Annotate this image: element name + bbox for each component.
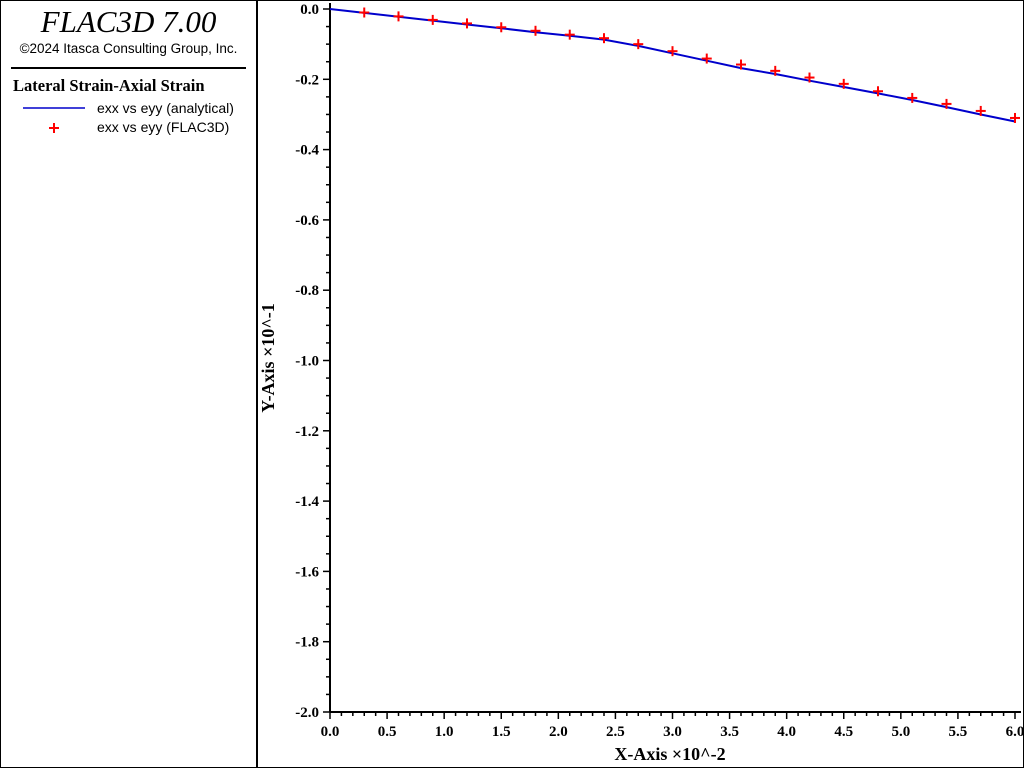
y-tick-label: -1.2 bbox=[295, 424, 319, 440]
x-tick-label: 1.5 bbox=[492, 724, 511, 740]
legend-label-analytical: exx vs eyy (analytical) bbox=[97, 100, 234, 116]
data-point-flac3d bbox=[599, 33, 609, 44]
series-line-analytical bbox=[329, 8, 1016, 123]
y-tick-label: -0.2 bbox=[295, 72, 319, 88]
x-tick-label: 1.0 bbox=[435, 724, 454, 740]
legend-line-swatch bbox=[23, 107, 85, 109]
data-point-flac3d bbox=[427, 14, 438, 25]
x-axis-label: X-Axis ×10^-2 bbox=[614, 744, 725, 764]
x-tick-label: 0.5 bbox=[378, 724, 397, 740]
legend-cross-swatch bbox=[49, 123, 59, 133]
data-point-flac3d bbox=[873, 86, 883, 97]
x-tick-label: 3.5 bbox=[720, 724, 739, 740]
data-point-flac3d bbox=[530, 25, 541, 36]
y-tick-label: -1.6 bbox=[295, 564, 319, 580]
data-point-flac3d bbox=[1010, 112, 1020, 123]
x-tick-label: 6.0 bbox=[1006, 724, 1023, 740]
data-point-flac3d bbox=[736, 59, 746, 70]
legend-panel: FLAC3D 7.00 ©2024 Itasca Consulting Grou… bbox=[1, 1, 258, 767]
y-tick-label: -2.0 bbox=[295, 705, 319, 721]
data-point-flac3d bbox=[633, 39, 644, 50]
legend-item-flac3d: exx vs eyy (FLAC3D) bbox=[13, 118, 253, 136]
data-point-flac3d bbox=[393, 11, 404, 22]
x-tick-label: 2.0 bbox=[549, 724, 568, 740]
data-point-flac3d bbox=[667, 46, 678, 57]
y-tick-label: 0.0 bbox=[300, 2, 319, 18]
y-axis-label: Y-Axis ×10^-1 bbox=[258, 303, 278, 413]
data-point-flac3d bbox=[462, 18, 472, 29]
y-tick-label: -1.0 bbox=[295, 354, 319, 370]
data-point-flac3d bbox=[701, 53, 712, 64]
x-tick-label: 4.5 bbox=[834, 724, 853, 740]
data-point-flac3d bbox=[564, 29, 575, 40]
x-axis: 0.0 0.5 1.0 1.5 2.0 2.5 3.0 3.5 4.0 4.5 5.0 5.5 6.0 bbox=[321, 711, 1024, 740]
plot-title: Lateral Strain-Axial Strain bbox=[13, 76, 205, 95]
legend-item-analytical: exx vs eyy (analytical) bbox=[13, 99, 253, 117]
x-tick-label: 5.0 bbox=[891, 724, 910, 740]
y-tick-label: -0.4 bbox=[295, 143, 319, 159]
y-tick-label: -1.8 bbox=[295, 635, 319, 651]
x-tick-label: 0.0 bbox=[321, 724, 340, 740]
series-layer bbox=[329, 7, 1020, 123]
y-tick-label: -0.6 bbox=[295, 213, 319, 229]
plot-area: 0.0 -0.2 -0.4 -0.6 -0.8 -1.0 -1.2 -1.4 -1.6 -1.8 -… bbox=[258, 1, 1024, 767]
data-point-flac3d bbox=[975, 105, 986, 116]
x-tick-label: 5.5 bbox=[949, 724, 968, 740]
app-title: FLAC3D 7.00 bbox=[40, 4, 217, 39]
y-tick-label: -1.4 bbox=[295, 494, 319, 510]
legend-divider bbox=[11, 67, 246, 69]
y-axis: 0.0 -0.2 -0.4 -0.6 -0.8 -1.0 -1.2 -1.4 -1.6 -1.8 -… bbox=[295, 2, 331, 721]
data-point-flac3d bbox=[496, 22, 507, 33]
legend-label-flac3d: exx vs eyy (FLAC3D) bbox=[97, 119, 230, 135]
chart-svg: 0.0 -0.2 -0.4 -0.6 -0.8 -1.0 -1.2 -1.4 -1.6 -1.8 -… bbox=[258, 2, 1024, 764]
x-tick-label: 4.0 bbox=[777, 724, 796, 740]
y-tick-label: -0.8 bbox=[295, 283, 319, 299]
data-point-flac3d bbox=[941, 98, 952, 109]
data-point-flac3d bbox=[359, 7, 370, 18]
data-point-flac3d bbox=[907, 92, 918, 103]
data-point-flac3d bbox=[838, 78, 849, 89]
copyright-text: ©2024 Itasca Consulting Group, Inc. bbox=[19, 41, 238, 56]
data-point-flac3d bbox=[770, 65, 781, 76]
data-point-flac3d bbox=[804, 72, 815, 83]
x-tick-label: 2.5 bbox=[606, 724, 625, 740]
x-tick-label: 3.0 bbox=[663, 724, 682, 740]
